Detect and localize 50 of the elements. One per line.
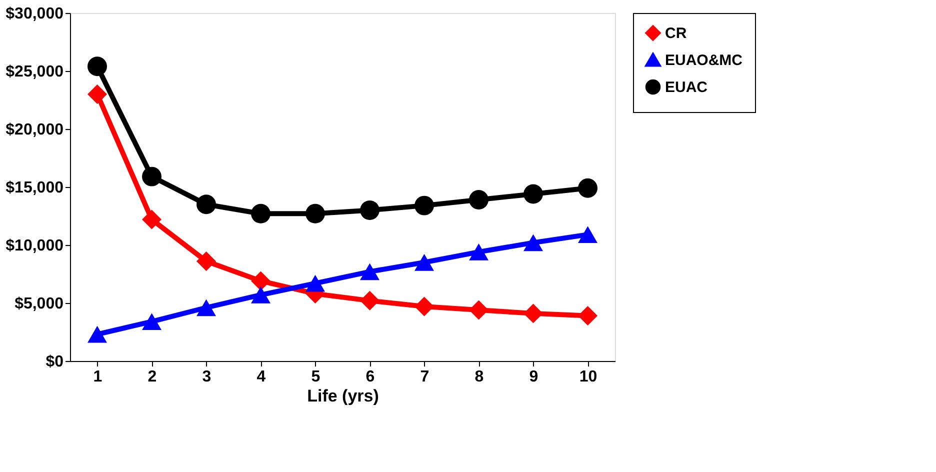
point	[196, 194, 216, 214]
point	[469, 300, 488, 320]
y-tick-label: $30,000	[6, 6, 64, 22]
legend-label: EUAC	[665, 79, 708, 96]
x-axis-title: Life (yrs)	[307, 386, 379, 406]
point	[306, 274, 325, 292]
point	[578, 226, 598, 243]
x-tick-label: 5	[311, 368, 320, 386]
point	[88, 326, 107, 343]
y-tick-label: $15,000	[6, 180, 64, 196]
point	[251, 286, 270, 304]
point	[414, 196, 434, 216]
point	[196, 299, 216, 316]
point	[142, 313, 162, 330]
point	[360, 263, 380, 280]
point	[88, 56, 107, 76]
point	[414, 254, 434, 271]
point	[88, 84, 107, 104]
legend-label: EUAO&MC	[665, 52, 743, 69]
point	[469, 190, 488, 210]
y-tick-label: $0	[46, 354, 64, 370]
x-tick-label: 3	[202, 368, 212, 386]
point	[360, 200, 380, 220]
y-tick-label: $10,000	[6, 238, 64, 254]
x-tick-label: 2	[148, 368, 157, 386]
point	[306, 204, 325, 224]
point	[251, 204, 270, 224]
point	[360, 290, 380, 310]
x-tick-label: 1	[93, 368, 102, 386]
x-tick-label: 9	[529, 368, 538, 386]
point	[414, 296, 434, 316]
point	[251, 271, 270, 291]
x-tick-label: 7	[420, 368, 430, 386]
point	[469, 244, 488, 260]
x-tick-label: 6	[366, 368, 375, 386]
legend-label: CR	[665, 25, 687, 42]
point	[524, 234, 543, 252]
x-tick-label: 4	[256, 368, 266, 386]
y-tick-label: $20,000	[6, 122, 64, 138]
point	[142, 210, 162, 230]
point	[524, 184, 543, 204]
point	[578, 306, 598, 326]
x-tick-label: 10	[579, 368, 598, 386]
y-tick-label: $25,000	[6, 64, 64, 80]
y-tick-label: $5,000	[14, 296, 64, 312]
x-tick-label: 8	[474, 368, 484, 386]
point	[142, 166, 162, 186]
point	[578, 178, 598, 198]
point	[524, 304, 543, 324]
point	[196, 251, 216, 271]
